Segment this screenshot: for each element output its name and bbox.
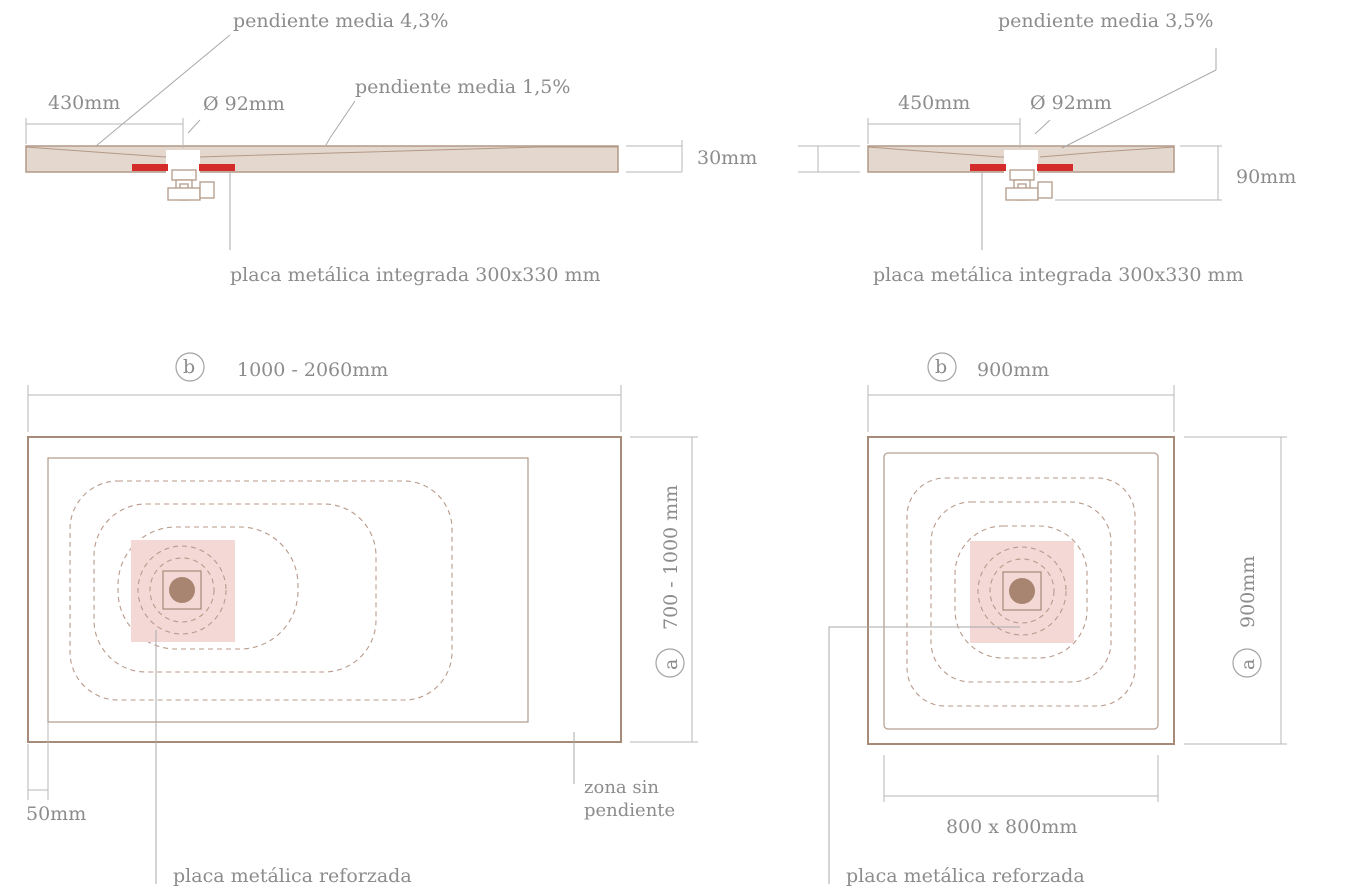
right-contour-middle [930,501,1112,683]
right-height-label: 90mm [1236,166,1296,188]
right-drain-box [1002,571,1042,611]
left-contour-ring-inner [149,557,215,623]
left-width-label: 430mm [48,92,120,114]
left-a-marker: a [660,659,682,670]
left-cross-section [25,34,683,250]
left-tray-inner-outline [47,457,529,723]
right-cross-section [798,48,1222,250]
right-tray-inner-outline [883,452,1159,730]
right-width-label: 450mm [898,92,970,114]
left-drain-box [162,570,202,610]
right-slope-line [867,146,1005,158]
left-plate-integrated-label: placa metálica integrada 300x330 mm [230,264,601,286]
left-thickness-label: 30mm [697,147,757,169]
left-slope-main-label: pendiente media 4,3% [233,10,448,32]
left-contour-outer [69,480,453,701]
left-tray-profile [25,145,619,173]
right-contour-ring [977,546,1067,636]
right-plate-left [970,164,1006,171]
right-plate-right [1037,164,1073,171]
left-plate-right [199,164,235,171]
right-b-marker: b [935,356,947,378]
left-a-marker-circle [655,648,685,678]
left-slope-line-right [199,146,618,158]
left-contour-middle [93,503,377,673]
left-contour-ring [137,545,227,635]
left-a-value: 700 - 1000 mm [660,485,682,630]
left-flat-zone-label-2: pendiente [584,800,675,821]
right-inner-size-label: 800 x 800mm [946,816,1077,838]
left-drain-diameter-label: Ø 92mm [203,93,285,115]
right-b-value: 900mm [977,359,1049,381]
left-slope-secondary-label: pendiente media 1,5% [355,76,570,98]
right-plate-integrated-label: placa metálica integrada 300x330 mm [873,264,1244,286]
right-contour-outer [906,477,1136,707]
right-drain-diameter-label: Ø 92mm [1030,92,1112,114]
left-b-marker: b [183,356,195,378]
right-contour-inner [954,525,1088,659]
left-plate-left [132,164,168,171]
right-drain-grate [1009,578,1035,604]
right-a-value: 900mm [1237,556,1259,628]
right-drain-fitting [1005,169,1053,201]
right-slope-main-label: pendiente media 3,5% [998,10,1213,32]
right-plate-reinforced-label: placa metálica reforzada [846,865,1085,887]
right-a-marker: a [1237,659,1259,670]
left-drain-grate [169,577,195,603]
left-plate-reinforced-label: placa metálica reforzada [173,865,412,887]
left-plan-view [27,352,698,884]
left-flat-zone-label-1: zona sin [584,777,659,798]
left-tray-outline [27,436,622,743]
left-border-label: 50mm [26,803,86,825]
left-contour-inner [117,526,299,650]
right-a-marker-circle [1232,648,1262,678]
right-b-marker-circle [927,352,957,382]
right-plan-view [828,352,1287,884]
left-drain-fitting [167,169,215,201]
left-b-value: 1000 - 2060mm [237,359,388,381]
right-slope-line-right [1039,146,1175,158]
left-b-marker-circle [175,352,205,382]
right-contour-ring-inner [989,558,1055,624]
